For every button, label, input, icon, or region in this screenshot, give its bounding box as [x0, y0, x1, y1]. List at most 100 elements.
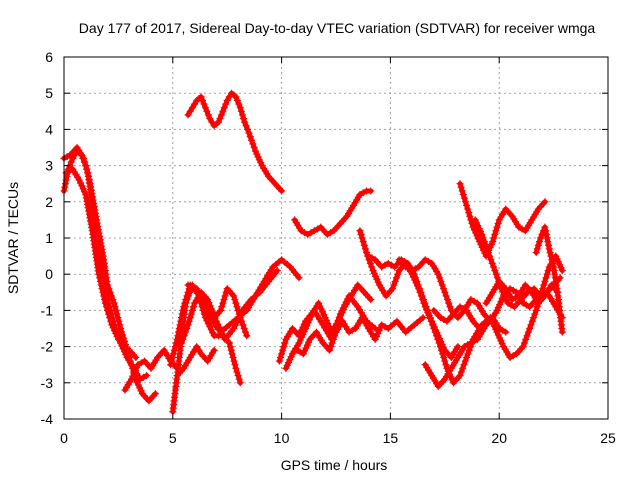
data-point	[366, 259, 374, 267]
data-point	[519, 343, 527, 351]
x-axis-label: GPS time / hours	[281, 457, 388, 473]
data-point	[558, 328, 566, 336]
data-point	[540, 281, 548, 289]
data-point	[531, 310, 539, 318]
data-point	[502, 328, 510, 336]
data-point	[419, 314, 427, 322]
data-point	[464, 350, 472, 358]
data-point	[275, 357, 283, 365]
data-point	[248, 136, 256, 144]
data-point	[250, 144, 258, 151]
data-point	[231, 296, 239, 304]
series-arc20	[456, 180, 549, 260]
data-point	[204, 111, 212, 119]
data-point	[442, 292, 450, 300]
data-point	[439, 350, 447, 358]
x-tick-label: 15	[383, 430, 399, 446]
data-point	[456, 180, 464, 188]
data-point	[441, 288, 449, 296]
data-point	[530, 314, 538, 322]
data-point	[441, 357, 449, 365]
data-point	[219, 107, 227, 115]
y-tick-label: 5	[45, 85, 53, 101]
data-point	[327, 343, 335, 351]
data-point	[240, 325, 248, 332]
data-point	[417, 288, 425, 296]
data-point	[171, 343, 179, 351]
data-point	[554, 288, 562, 296]
data-point	[231, 321, 239, 329]
data-point	[208, 118, 216, 126]
axis-ticks: 0 5 10 15 20 25 -4 -3 -2 -1 0 1 2 3 4 5 6	[41, 49, 616, 446]
data-point	[461, 198, 469, 206]
data-point	[542, 274, 550, 282]
data-point	[95, 270, 103, 278]
data-point	[186, 107, 194, 115]
data-point	[207, 326, 215, 334]
data-point	[440, 353, 448, 361]
data-point	[437, 277, 445, 285]
data-point	[463, 353, 471, 361]
data-point	[486, 252, 494, 260]
data-point	[209, 329, 217, 337]
data-point	[233, 96, 241, 104]
y-tick-label: 4	[45, 121, 53, 137]
data-point	[328, 339, 336, 347]
data-point	[436, 343, 444, 351]
series-arc8	[184, 281, 251, 340]
data-point	[532, 248, 540, 256]
data-point	[422, 303, 430, 311]
data-point	[457, 183, 465, 191]
data-point	[83, 165, 91, 173]
data-point	[188, 306, 196, 314]
data-point	[132, 353, 140, 361]
data-point	[177, 317, 185, 325]
data-point	[434, 270, 442, 278]
data-point	[167, 361, 175, 369]
data-point	[102, 303, 110, 311]
data-point	[179, 335, 187, 343]
data-point	[206, 323, 214, 331]
data-point	[423, 306, 431, 314]
data-point	[98, 285, 106, 293]
data-point	[61, 183, 69, 191]
data-point	[482, 241, 490, 249]
data-point	[483, 245, 491, 253]
data-point	[222, 100, 230, 108]
data-point	[185, 317, 193, 325]
data-point	[170, 346, 178, 354]
data-point	[195, 346, 203, 354]
y-tick-label: 1	[45, 230, 53, 246]
data-point	[232, 93, 240, 101]
data-point	[231, 361, 239, 369]
data-point	[523, 332, 531, 340]
data-point	[389, 285, 397, 293]
data-point	[456, 372, 464, 380]
data-point	[421, 299, 429, 307]
data-point	[234, 306, 242, 314]
data-point	[235, 100, 243, 108]
data-series	[60, 89, 566, 416]
grid	[64, 57, 608, 419]
data-point	[179, 306, 187, 314]
data-point	[460, 194, 468, 202]
data-point	[220, 104, 228, 112]
data-point	[490, 234, 498, 242]
data-point	[542, 227, 550, 235]
data-point	[464, 205, 472, 213]
data-point	[543, 270, 551, 278]
data-point	[331, 332, 339, 340]
data-point	[97, 281, 105, 289]
data-point	[184, 288, 192, 296]
data-point	[217, 326, 225, 334]
data-point	[218, 303, 226, 311]
data-point	[416, 285, 424, 293]
data-point	[466, 212, 474, 220]
data-point	[240, 115, 248, 123]
y-tick-label: 0	[45, 266, 53, 282]
data-point	[434, 335, 442, 343]
data-point	[460, 361, 468, 369]
data-point	[225, 93, 233, 101]
data-point	[548, 256, 556, 264]
